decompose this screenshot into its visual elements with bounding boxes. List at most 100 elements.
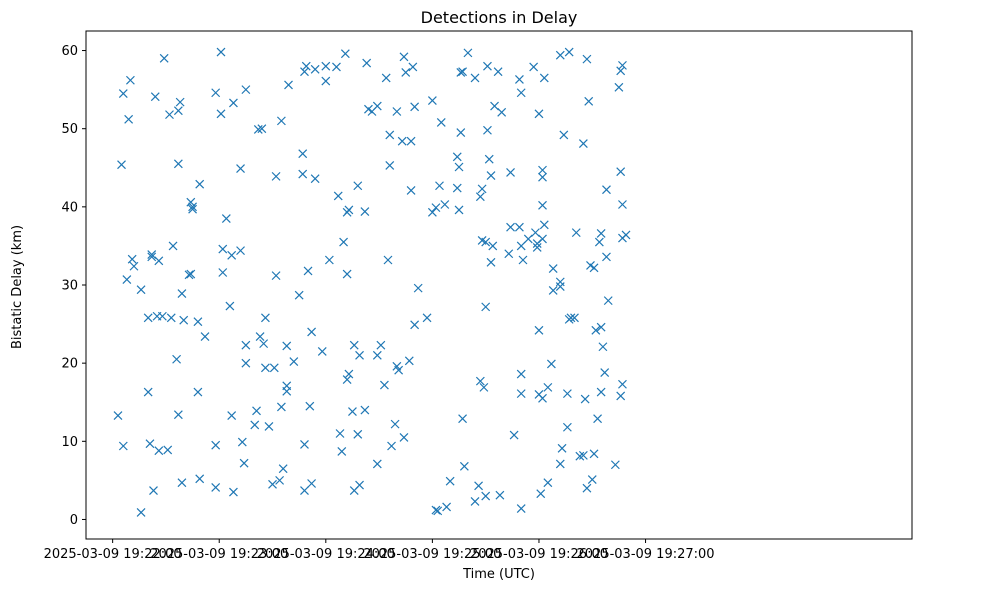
data-point (555, 282, 565, 291)
data-point (516, 369, 526, 379)
data-point (518, 255, 528, 265)
data-point (383, 255, 393, 265)
data-point (454, 205, 464, 215)
data-point (509, 430, 519, 440)
data-point (600, 368, 610, 377)
data-point (596, 322, 606, 332)
data-point (616, 167, 626, 177)
data-point (294, 290, 304, 300)
data-point (344, 369, 354, 379)
data-point (300, 440, 309, 449)
x-tick-label: 2025-03-09 19:25:00 (363, 547, 501, 562)
data-point (239, 458, 249, 468)
data-point (188, 202, 198, 212)
data-point (298, 169, 308, 179)
data-point (539, 73, 549, 83)
data-point (427, 96, 437, 105)
x-tick-label: 2025-03-09 19:24:00 (257, 547, 395, 562)
data-point (211, 440, 221, 450)
data-point (483, 61, 492, 71)
data-point (168, 241, 178, 251)
data-point (259, 339, 269, 349)
data-point (145, 439, 155, 449)
y-axis: 0 10 20 30 40 50 60 (61, 44, 86, 528)
data-point (431, 505, 441, 515)
data-point (276, 116, 286, 126)
data-point (566, 313, 576, 323)
data-point (584, 96, 594, 106)
data-point (143, 313, 153, 323)
data-point (435, 181, 444, 191)
data-point (372, 350, 382, 360)
data-point (118, 441, 128, 451)
data-point (578, 450, 588, 460)
data-point (282, 341, 292, 351)
data-point (484, 154, 494, 164)
data-point (353, 181, 363, 191)
data-point (349, 340, 359, 350)
data-point (506, 168, 515, 177)
data-point (255, 332, 265, 342)
data-point (188, 204, 198, 214)
data-point (479, 382, 489, 392)
data-point (271, 171, 281, 181)
data-point (193, 387, 203, 397)
data-point (289, 357, 299, 367)
data-point (118, 89, 128, 98)
data-point (342, 375, 352, 384)
data-point (618, 379, 627, 389)
data-point (470, 497, 480, 506)
y-tick-label: 0 (70, 513, 78, 528)
data-point (596, 387, 606, 397)
data-point (610, 460, 620, 470)
data-point (159, 53, 169, 63)
data-point (516, 88, 526, 98)
data-point (166, 313, 176, 323)
data-point (184, 270, 194, 280)
data-point (136, 508, 146, 517)
data-point (589, 263, 599, 273)
data-point (459, 461, 469, 471)
data-point (483, 125, 492, 135)
data-point (257, 124, 267, 134)
data-point (163, 445, 173, 455)
x-tick-label: 2025-03-09 19:23:00 (150, 547, 288, 562)
data-point (404, 356, 414, 366)
data-point (278, 464, 288, 474)
data-point (433, 506, 443, 516)
data-point (157, 311, 167, 321)
data-point (427, 207, 437, 217)
data-point (362, 58, 372, 68)
y-axis-label: Bistatic Delay (km) (10, 225, 25, 349)
data-point (621, 230, 631, 240)
data-point (211, 482, 221, 492)
data-point (193, 317, 203, 327)
data-point (456, 128, 466, 138)
data-point (177, 289, 187, 299)
data-point (177, 478, 187, 488)
data-point (488, 241, 498, 251)
x-tick-label: 2025-03-09 19:27:00 (577, 547, 715, 562)
data-point (310, 64, 320, 74)
data-point (538, 234, 547, 244)
data-point (616, 66, 626, 76)
y-tick-label: 20 (61, 357, 78, 372)
plot-frame (85, 30, 913, 540)
data-point (408, 62, 418, 72)
data-point (195, 179, 205, 189)
data-point (301, 61, 311, 71)
data-point (481, 491, 491, 501)
data-point (241, 358, 251, 368)
data-point (376, 340, 386, 350)
data-point (229, 487, 238, 497)
data-point (486, 257, 496, 267)
data-point (337, 447, 347, 456)
data-point (154, 256, 164, 266)
data-point (227, 411, 237, 420)
data-point (360, 405, 370, 415)
data-point (399, 52, 409, 62)
data-point (355, 480, 364, 490)
data-point (582, 483, 592, 493)
data-point (515, 75, 524, 84)
data-point (454, 162, 464, 172)
